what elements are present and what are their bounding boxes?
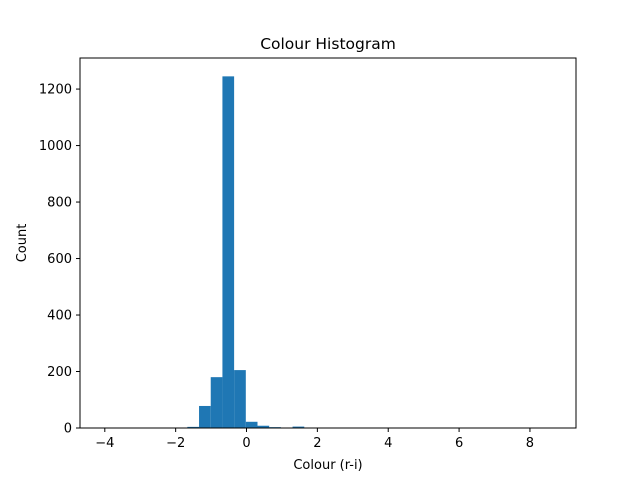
x-tick-label: −4 [95, 436, 114, 451]
x-tick-label: 8 [526, 436, 534, 451]
histogram-bar [234, 370, 246, 428]
x-tick-label: 6 [455, 436, 463, 451]
x-tick-label: 0 [242, 436, 250, 451]
histogram-bar [187, 426, 200, 428]
y-tick-label: 200 [47, 365, 72, 380]
y-axis-ticks: 0 200 400 600 800 1000 1200 [39, 83, 80, 437]
x-axis-ticks: −4 −2 0 2 4 6 8 [95, 428, 534, 451]
y-tick-label: 400 [47, 309, 72, 324]
x-tick-label: 2 [313, 436, 321, 451]
bars-layer [187, 76, 305, 429]
histogram-bar [222, 76, 235, 429]
x-axis-label: Colour (r-i) [293, 458, 362, 473]
x-tick-label: −2 [166, 436, 185, 451]
y-tick-label: 800 [47, 196, 72, 211]
histogram-bar [257, 425, 270, 428]
histogram-bar [199, 405, 211, 428]
y-tick-label: 1200 [39, 83, 72, 98]
histogram-bar [245, 421, 258, 428]
y-tick-label: 1000 [39, 139, 72, 154]
y-tick-label: 600 [47, 252, 72, 267]
plot-frame [79, 57, 577, 429]
y-axis-label: Count [15, 224, 30, 263]
y-tick-label: 0 [64, 422, 72, 437]
chart-title: Colour Histogram [260, 35, 396, 53]
histogram-bar [292, 426, 305, 428]
x-tick-label: 4 [384, 436, 392, 451]
histogram-bar [210, 377, 223, 428]
